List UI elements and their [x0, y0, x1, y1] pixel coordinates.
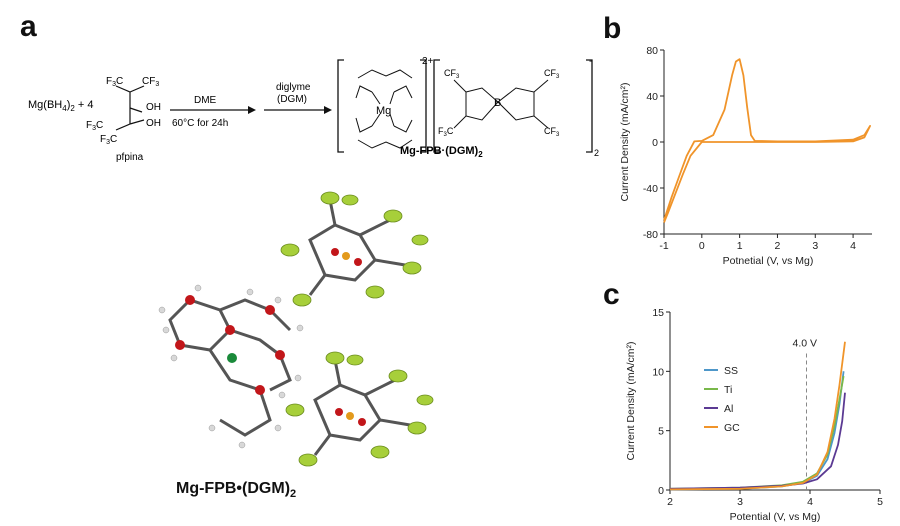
panel-label-c: c: [603, 278, 620, 311]
arrow1-bottom-label: 60°C for 24h: [172, 118, 228, 129]
legend-label-al: Al: [724, 403, 733, 415]
chart-b-cyclic-voltammogram: -1 0 1 2 3 4 -80 -40 0 40 80 Potnetial (V, vs Mg) Cu…: [619, 45, 872, 267]
svg-text:CF3: CF3: [544, 126, 560, 138]
y-tick-label: 80: [646, 45, 658, 57]
crystal-structure-label: Mg-FPB•(DGM)2: [176, 480, 297, 501]
anion-structure-top: [280, 191, 429, 307]
y-tick-label: 40: [646, 91, 658, 103]
boron-atom-label: B: [494, 97, 501, 109]
y-tick-label: -80: [643, 229, 658, 241]
anion-structure-bottom: [285, 351, 434, 467]
x-tick-label: 0: [699, 240, 705, 252]
arrow2-top-label-2: (DGM): [277, 94, 307, 105]
x-tick-label: 3: [812, 240, 818, 252]
svg-text:F3C: F3C: [86, 120, 103, 132]
oxygen-atoms: [175, 295, 285, 395]
series-line-al: [669, 392, 846, 490]
y-tick-label: 5: [658, 426, 664, 438]
cation-charge: 2+: [422, 56, 434, 67]
y-axis-label: Current Density (mA/cm²): [625, 341, 637, 460]
product-label: Mg-FPB·(DGM)2: [400, 145, 483, 159]
x-tick-label: 3: [737, 496, 743, 508]
y-axis-label: Current Density (mA/cm²): [619, 82, 631, 201]
x-tick-label: 5: [877, 496, 883, 508]
x-tick-label: 4: [807, 496, 813, 508]
legend-label-ss: SS: [724, 365, 738, 377]
series-line-gc: [669, 341, 846, 491]
x-tick-label: 4: [850, 240, 856, 252]
legend-label-gc: GC: [724, 422, 740, 434]
svg-text:F3C: F3C: [106, 76, 123, 88]
x-tick-label: 2: [667, 496, 673, 508]
mg-diglyme-cation: [355, 69, 413, 149]
svg-text:CF3: CF3: [142, 76, 159, 88]
hydroxyl-2: OH: [146, 118, 161, 129]
panel-label-a: a: [20, 10, 37, 43]
series-line-0: [663, 58, 872, 223]
y-tick-label: 0: [658, 485, 664, 497]
reactant-formula: Mg(BH4)2 + 4: [28, 99, 93, 113]
mg-atom-label: Mg: [376, 105, 391, 117]
anion-charge: -: [589, 56, 592, 67]
x-tick-label: 1: [737, 240, 743, 252]
fpb-anion: [453, 79, 549, 129]
hydrogen-atoms: [158, 284, 304, 449]
pfpina-structure: [115, 85, 145, 131]
crystal-structure-image: [158, 191, 434, 467]
annotation-label: 4.0 V: [793, 337, 818, 349]
ligand-name: pfpina: [116, 152, 144, 163]
cation-structure: [168, 298, 292, 437]
legend-label-ti: Ti: [724, 384, 732, 396]
svg-text:F3C: F3C: [100, 134, 117, 146]
svg-text:CF3: CF3: [444, 68, 460, 80]
x-axis-label: Potential (V, vs Mg): [730, 511, 821, 523]
mg-atom: [227, 353, 237, 363]
panel-label-b: b: [603, 12, 622, 45]
hydroxyl-1: OH: [146, 102, 161, 113]
y-tick-label: 10: [652, 366, 664, 378]
svg-text:F3C: F3C: [438, 126, 454, 138]
x-tick-label: 2: [775, 240, 781, 252]
x-tick-label: -1: [659, 240, 668, 252]
svg-text:CF3: CF3: [544, 68, 560, 80]
y-tick-label: 15: [652, 307, 664, 319]
arrow1-top-label: DME: [194, 95, 217, 106]
arrow2-top-label-1: diglyme: [276, 82, 311, 93]
chart-c-linear-sweep: 2 3 4 5 0 5 10 15 Potential (V, vs Mg) Current De…: [625, 307, 883, 523]
anion-stoich: 2: [594, 148, 599, 158]
y-tick-label: -40: [643, 183, 658, 195]
x-axis-label: Potnetial (V, vs Mg): [723, 255, 814, 267]
y-tick-label: 0: [652, 137, 658, 149]
reaction-scheme: Mg(BH4)2 + 4 F3C CF3 OH F3C OH F3C pfpin…: [28, 56, 599, 163]
